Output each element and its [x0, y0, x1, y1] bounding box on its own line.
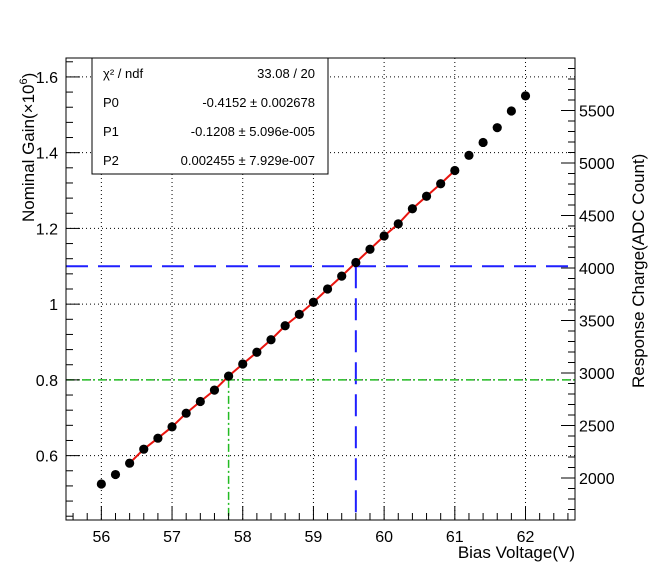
x-tick-label: 56	[92, 529, 110, 546]
data-point	[209, 385, 220, 395]
data-point	[181, 408, 191, 418]
stats-label-p1: P1	[103, 124, 119, 139]
stats-value-p0: -0.4152 ± 0.002678	[202, 95, 315, 110]
data-point	[266, 335, 276, 345]
data-point	[478, 137, 488, 148]
y2-tick-label: 4000	[579, 261, 615, 278]
data-point	[280, 321, 290, 331]
y-axis: 0.6 0.8 1 1.2 1.4 1.6	[36, 61, 80, 517]
data-point	[153, 433, 163, 443]
y-axis-title: Nominal Gain(×106)	[18, 73, 38, 222]
data-point	[436, 179, 446, 189]
y2-tick-label: 3500	[579, 314, 615, 331]
data-point	[464, 150, 474, 160]
data-point	[365, 244, 375, 254]
stats-box: χ² / ndf 33.08 / 20 P0 -0.4152 ± 0.00267…	[91, 57, 329, 175]
data-point	[421, 191, 432, 201]
y-tick-label: 1.6	[36, 70, 58, 87]
stats-value-p1: -0.1208 ± 5.096e-005	[191, 124, 315, 139]
y-tick-label: 1.4	[36, 146, 58, 163]
data-point	[492, 123, 502, 133]
data-point	[322, 284, 333, 294]
data-point	[506, 106, 516, 116]
y-tick-label: 1	[49, 297, 58, 314]
y2-axis: 2000 2500 3000 3500 4000 4500 5000 5500	[561, 57, 615, 510]
data-point	[139, 444, 149, 454]
data-point	[351, 257, 361, 268]
y2-tick-label: 2000	[579, 471, 615, 488]
data-point	[96, 479, 106, 489]
x-tick-label: 59	[305, 529, 323, 546]
data-point	[379, 231, 389, 241]
y-tick-label: 0.6	[36, 449, 58, 466]
x-tick-label: 57	[163, 529, 181, 546]
y2-tick-label: 5500	[579, 104, 615, 121]
y-tick-label: 1.2	[36, 221, 58, 238]
y2-tick-label: 4500	[579, 209, 615, 226]
x-tick-label: 60	[375, 529, 393, 546]
stats-label-chi2: χ² / ndf	[103, 66, 143, 81]
x-tick-label: 62	[517, 529, 535, 546]
x-tick-label: 61	[446, 529, 464, 546]
fit-curve	[128, 169, 456, 464]
x-tick-label: 58	[234, 529, 252, 546]
data-points	[96, 91, 531, 489]
y2-tick-label: 5000	[579, 156, 615, 173]
data-point	[125, 458, 135, 468]
stats-value-chi2: 33.08 / 20	[257, 66, 315, 81]
y2-axis-title: Response Charge(ADC Count)	[629, 154, 648, 388]
y-axis-title-main: Nominal Gain(×10	[19, 85, 38, 223]
data-point	[252, 347, 262, 357]
x-axis: 56 57 58 59 60 61 62	[72, 506, 569, 546]
data-point	[110, 469, 121, 480]
y-tick-label: 0.8	[36, 373, 58, 390]
y2-tick-label: 3000	[579, 366, 615, 383]
stats-label-p2: P2	[103, 153, 119, 168]
data-point	[308, 297, 319, 307]
data-point	[223, 371, 234, 381]
data-point	[407, 204, 418, 214]
data-point	[238, 359, 248, 369]
data-point	[167, 422, 177, 432]
fit-curve-group	[128, 169, 456, 464]
data-point	[195, 396, 205, 407]
data-point	[520, 91, 531, 101]
data-point	[450, 165, 460, 176]
data-point	[337, 271, 347, 281]
y2-tick-label: 2500	[579, 419, 615, 436]
y-axis-title-exp: 6	[18, 78, 30, 84]
data-point	[393, 219, 403, 229]
stats-value-p2: 0.002455 ± 7.929e-007	[181, 153, 315, 168]
data-point	[294, 309, 304, 319]
y-axis-title-close: )	[19, 73, 38, 79]
stats-label-p0: P0	[103, 95, 119, 110]
reference-lines	[66, 265, 575, 520]
x-axis-title: Bias Voltage(V)	[458, 543, 575, 562]
stats-box-frame	[91, 57, 329, 175]
